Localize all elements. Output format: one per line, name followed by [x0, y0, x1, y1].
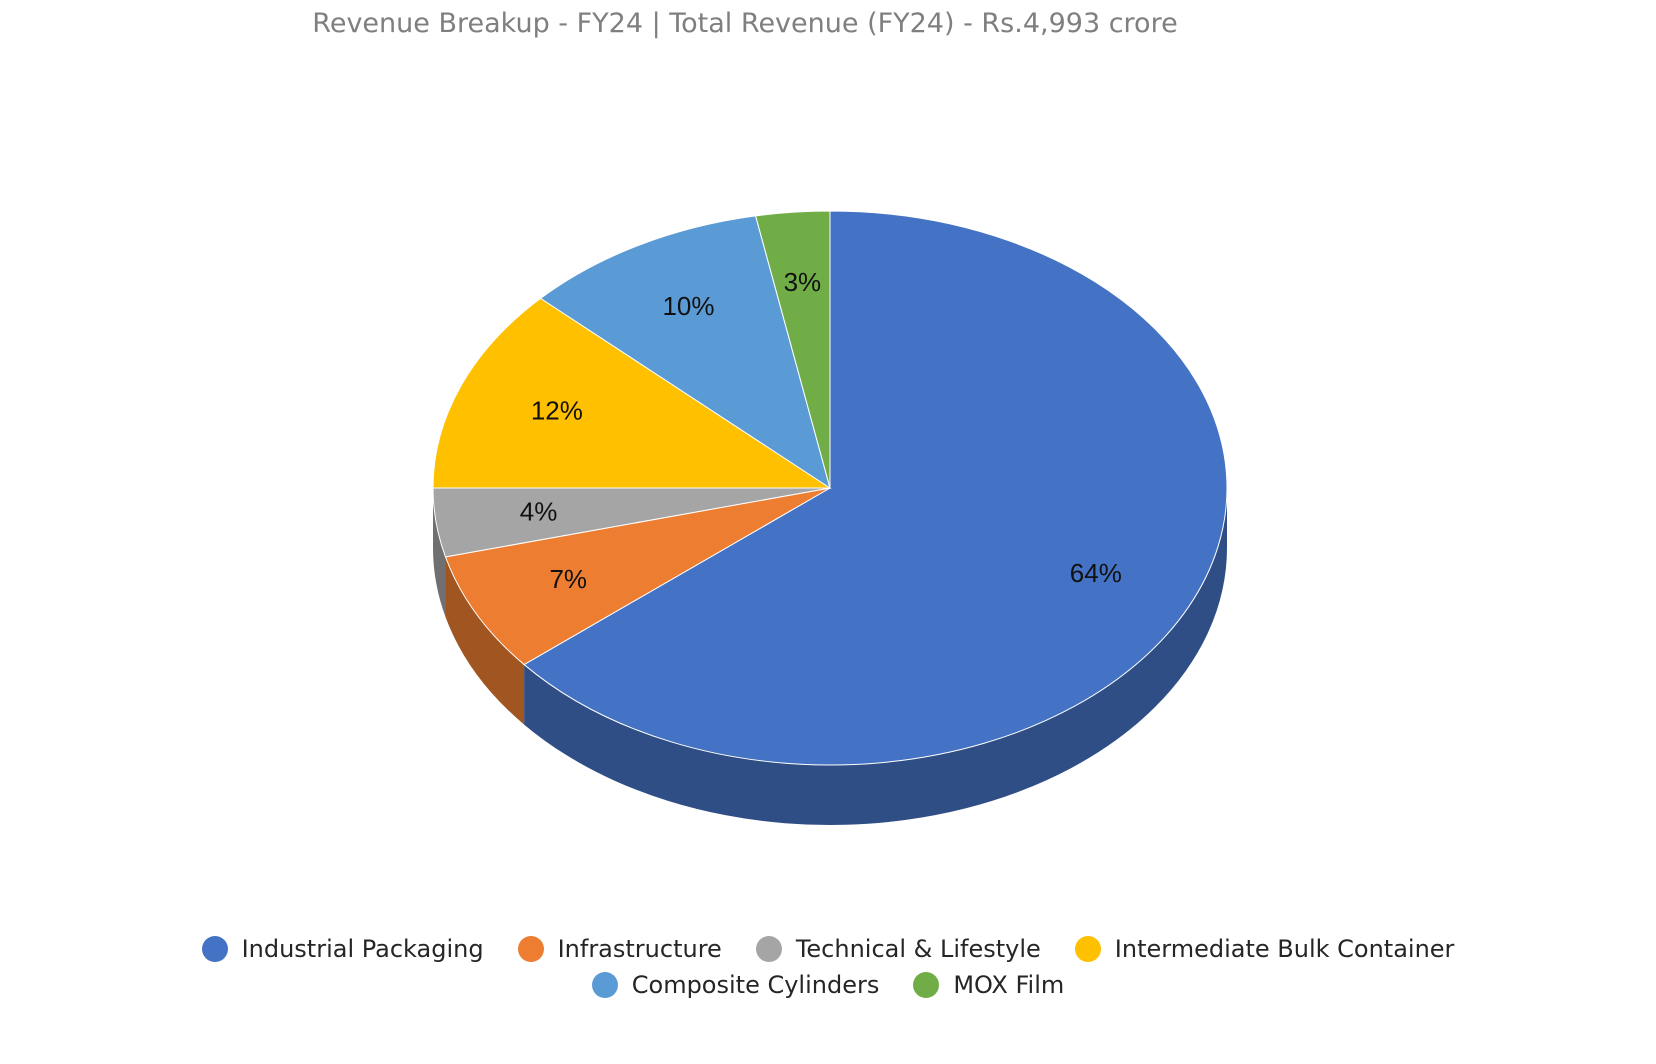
legend-label: Technical & Lifestyle: [795, 935, 1041, 963]
legend-label: Industrial Packaging: [241, 935, 484, 963]
pie-data-labels: 64% 7% 4% 12% 10% 3%: [520, 267, 1122, 594]
legend-item-infrastructure[interactable]: Infrastructure: [517, 935, 722, 963]
pie-side-walls: [433, 488, 1227, 826]
pie-slice-infrastructure[interactable]: [444, 487, 831, 666]
legend-marker-composite-cylinders: [591, 972, 618, 998]
data-label-technical-lifestyle: 4%: [520, 497, 558, 527]
legend-marker-industrial-packaging: [201, 936, 228, 962]
legend-item-intermediate-bulk-container[interactable]: Intermediate Bulk Container: [1074, 935, 1455, 963]
legend-label: MOX Film: [953, 971, 1065, 999]
legend-label: Intermediate Bulk Container: [1114, 935, 1455, 963]
data-label-infrastructure: 7%: [549, 564, 587, 594]
legend-label: Composite Cylinders: [631, 971, 880, 999]
legend-item-industrial-packaging[interactable]: Industrial Packaging: [201, 935, 484, 963]
chart-legend: Industrial Packaging Infrastructure Tech…: [40, 935, 1616, 999]
legend-label: Infrastructure: [557, 935, 722, 963]
pie-slice-mox-film[interactable]: [754, 210, 831, 489]
legend-item-composite-cylinders[interactable]: Composite Cylinders: [591, 971, 880, 999]
pie-slice-composite-cylinders[interactable]: [539, 215, 831, 490]
pie-side-infrastructure: [445, 556, 525, 725]
legend-item-mox-film[interactable]: MOX Film: [913, 971, 1065, 999]
chart-title: Revenue Breakup - FY24 | Total Revenue (…: [312, 8, 1178, 39]
legend-marker-mox-film: [913, 972, 940, 998]
legend-marker-technical-lifestyle: [755, 936, 782, 962]
pie-slice-industrial-packaging[interactable]: [523, 210, 1228, 766]
data-label-mox-film: 3%: [784, 267, 822, 297]
data-label-composite-cylinders: 10%: [662, 291, 714, 321]
pie-slice-intermediate-bulk-container[interactable]: [432, 297, 832, 489]
pie-top-faces: [432, 210, 1228, 766]
legend-marker-intermediate-bulk-container: [1074, 936, 1101, 962]
pie-side-technical-lifestyle: [433, 488, 446, 617]
data-label-intermediate-bulk-container: 12%: [531, 395, 583, 425]
data-label-industrial-packaging: 64%: [1070, 558, 1122, 588]
legend-item-technical-lifestyle[interactable]: Technical & Lifestyle: [755, 935, 1041, 963]
pie-side-industrial-packaging: [524, 488, 1227, 826]
legend-marker-infrastructure: [517, 936, 544, 962]
